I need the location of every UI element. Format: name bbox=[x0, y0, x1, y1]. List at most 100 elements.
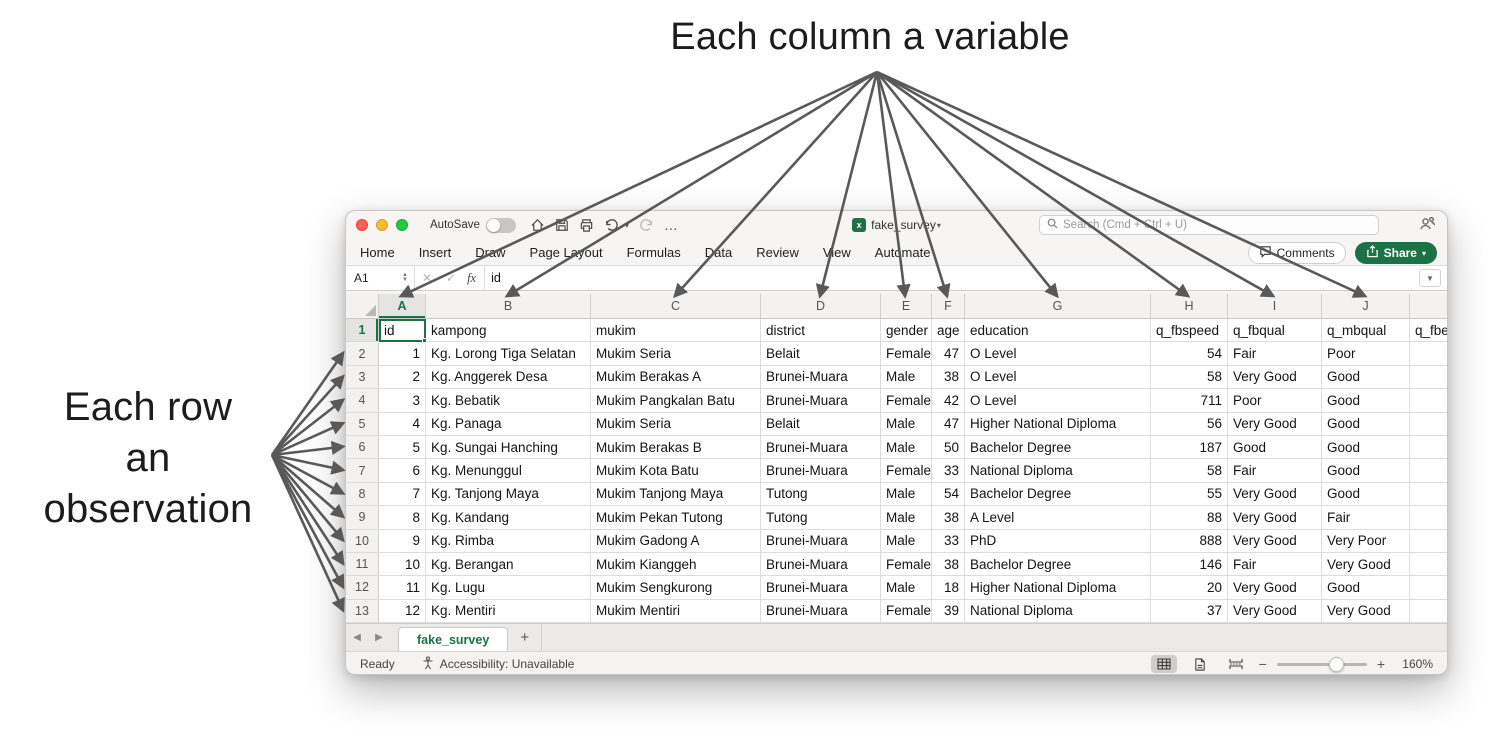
row-header-7[interactable]: 7 bbox=[346, 459, 379, 482]
share-button[interactable]: Share ▾ bbox=[1354, 242, 1437, 264]
zoom-slider[interactable] bbox=[1276, 656, 1367, 672]
cell[interactable] bbox=[1410, 459, 1447, 481]
add-sheet-button[interactable]: + bbox=[508, 624, 543, 651]
cell[interactable]: Brunei-Muara bbox=[761, 365, 881, 389]
cell[interactable]: Very Good bbox=[1228, 576, 1322, 599]
cell[interactable]: 54 bbox=[1151, 342, 1228, 365]
row-header-10[interactable]: 10 bbox=[346, 529, 379, 552]
cell[interactable]: Male bbox=[881, 435, 932, 459]
cell[interactable]: Bachelor Degree bbox=[965, 552, 1151, 576]
cell[interactable]: O Level bbox=[965, 365, 1151, 389]
column-header-B[interactable]: B bbox=[426, 294, 591, 318]
cell[interactable]: 5 bbox=[379, 435, 426, 459]
close-window-button[interactable] bbox=[356, 219, 368, 231]
cell[interactable]: Mukim Berakas B bbox=[591, 435, 761, 459]
cell[interactable]: Mukim Gadong A bbox=[591, 529, 761, 552]
cell[interactable]: Brunei-Muara bbox=[761, 529, 881, 552]
cell[interactable]: Tutong bbox=[761, 506, 881, 529]
cell[interactable]: gender bbox=[881, 319, 932, 342]
cell[interactable]: PhD bbox=[965, 529, 1151, 552]
cell[interactable]: 55 bbox=[1151, 482, 1228, 506]
cell[interactable]: education bbox=[965, 319, 1151, 342]
cell[interactable]: Good bbox=[1322, 365, 1410, 389]
cell[interactable]: Kg. Menunggul bbox=[426, 459, 591, 482]
undo-icon[interactable] bbox=[604, 218, 619, 233]
cell[interactable]: Female bbox=[881, 459, 932, 482]
cell[interactable]: Male bbox=[881, 365, 932, 389]
cell[interactable]: 9 bbox=[379, 529, 426, 552]
ribbon-tab-insert[interactable]: Insert bbox=[418, 244, 452, 260]
cell[interactable]: 38 bbox=[932, 552, 965, 576]
cell[interactable]: 58 bbox=[1151, 365, 1228, 389]
cell[interactable]: 20 bbox=[1151, 576, 1228, 599]
cell[interactable]: Mukim Kianggeh bbox=[591, 552, 761, 576]
cell[interactable]: O Level bbox=[965, 342, 1151, 365]
sheet-next-icon[interactable]: ▶ bbox=[375, 632, 383, 643]
cell[interactable]: Bachelor Degree bbox=[965, 435, 1151, 459]
cell[interactable]: 54 bbox=[932, 482, 965, 506]
column-header-clipped[interactable] bbox=[1410, 294, 1447, 318]
cell[interactable] bbox=[1410, 600, 1447, 622]
cell[interactable]: id bbox=[379, 319, 426, 342]
cell[interactable]: Kg. Lorong Tiga Selatan bbox=[426, 342, 591, 365]
cell[interactable]: 10 bbox=[379, 552, 426, 576]
cell[interactable]: Kg. Anggerek Desa bbox=[426, 365, 591, 389]
page-layout-view-button[interactable] bbox=[1187, 655, 1213, 673]
cell[interactable]: Kg. Lugu bbox=[426, 576, 591, 599]
cell[interactable]: 88 bbox=[1151, 506, 1228, 529]
ribbon-tab-review[interactable]: Review bbox=[756, 244, 799, 260]
cell[interactable]: Bachelor Degree bbox=[965, 482, 1151, 506]
column-header-A[interactable]: A bbox=[379, 294, 426, 318]
save-icon[interactable] bbox=[555, 218, 569, 232]
formula-bar-dropdown-icon[interactable]: ▼ bbox=[1419, 269, 1441, 287]
cell[interactable]: Brunei-Muara bbox=[761, 435, 881, 459]
ribbon-tab-page-layout[interactable]: Page Layout bbox=[529, 244, 603, 260]
cell[interactable]: Mukim Berakas A bbox=[591, 365, 761, 389]
column-header-D[interactable]: D bbox=[761, 294, 881, 318]
cell[interactable]: Mukim Seria bbox=[591, 342, 761, 365]
cell[interactable]: Very Good bbox=[1228, 506, 1322, 529]
cell[interactable]: Good bbox=[1322, 389, 1410, 412]
zoom-in-button[interactable]: + bbox=[1376, 656, 1385, 672]
cell[interactable]: 39 bbox=[932, 599, 965, 623]
cell[interactable]: Mukim Pangkalan Batu bbox=[591, 389, 761, 412]
cell[interactable]: Very Good bbox=[1228, 599, 1322, 623]
cell[interactable]: Tutong bbox=[761, 482, 881, 506]
cell[interactable]: Higher National Diploma bbox=[965, 576, 1151, 599]
cell[interactable]: q_fbqual bbox=[1228, 319, 1322, 342]
cell[interactable]: A Level bbox=[965, 506, 1151, 529]
cell[interactable]: Mukim Pekan Tutong bbox=[591, 506, 761, 529]
row-header-1[interactable]: 1 bbox=[346, 319, 379, 342]
cell[interactable]: Mukim Seria bbox=[591, 412, 761, 435]
zoom-slider-knob[interactable] bbox=[1328, 656, 1344, 672]
cell[interactable]: Kg. Mentiri bbox=[426, 599, 591, 623]
cell[interactable]: Kg. Tanjong Maya bbox=[426, 482, 591, 506]
cell[interactable] bbox=[1410, 506, 1447, 528]
cell[interactable]: 888 bbox=[1151, 529, 1228, 552]
cell[interactable]: Kg. Bebatik bbox=[426, 389, 591, 412]
cell[interactable]: 146 bbox=[1151, 552, 1228, 576]
row-header-13[interactable]: 13 bbox=[346, 599, 379, 623]
ribbon-tab-automate[interactable]: Automate bbox=[874, 244, 931, 260]
row-header-8[interactable]: 8 bbox=[346, 482, 379, 506]
cell[interactable]: Fair bbox=[1228, 342, 1322, 365]
title-chevron-down-icon[interactable]: ▾ bbox=[936, 220, 941, 230]
ribbon-tab-home[interactable]: Home bbox=[360, 244, 395, 260]
cell[interactable]: 187 bbox=[1151, 435, 1228, 459]
cell[interactable] bbox=[1410, 483, 1447, 505]
cell[interactable]: Very Good bbox=[1228, 482, 1322, 506]
cell[interactable]: Good bbox=[1322, 459, 1410, 482]
cell[interactable]: 37 bbox=[1151, 599, 1228, 623]
home-icon[interactable] bbox=[530, 218, 545, 233]
cell[interactable]: Good bbox=[1322, 576, 1410, 599]
cancel-entry-icon[interactable]: ✕ bbox=[421, 271, 433, 285]
column-header-J[interactable]: J bbox=[1322, 294, 1410, 318]
ribbon-tab-draw[interactable]: Draw bbox=[475, 244, 506, 260]
row-header-11[interactable]: 11 bbox=[346, 552, 379, 576]
cell[interactable]: 6 bbox=[379, 459, 426, 482]
cell[interactable]: Very Good bbox=[1322, 599, 1410, 623]
cell[interactable]: Male bbox=[881, 482, 932, 506]
fx-icon[interactable]: fx bbox=[467, 270, 477, 285]
cell[interactable]: 1 bbox=[379, 342, 426, 365]
zoom-out-button[interactable]: − bbox=[1258, 656, 1267, 672]
